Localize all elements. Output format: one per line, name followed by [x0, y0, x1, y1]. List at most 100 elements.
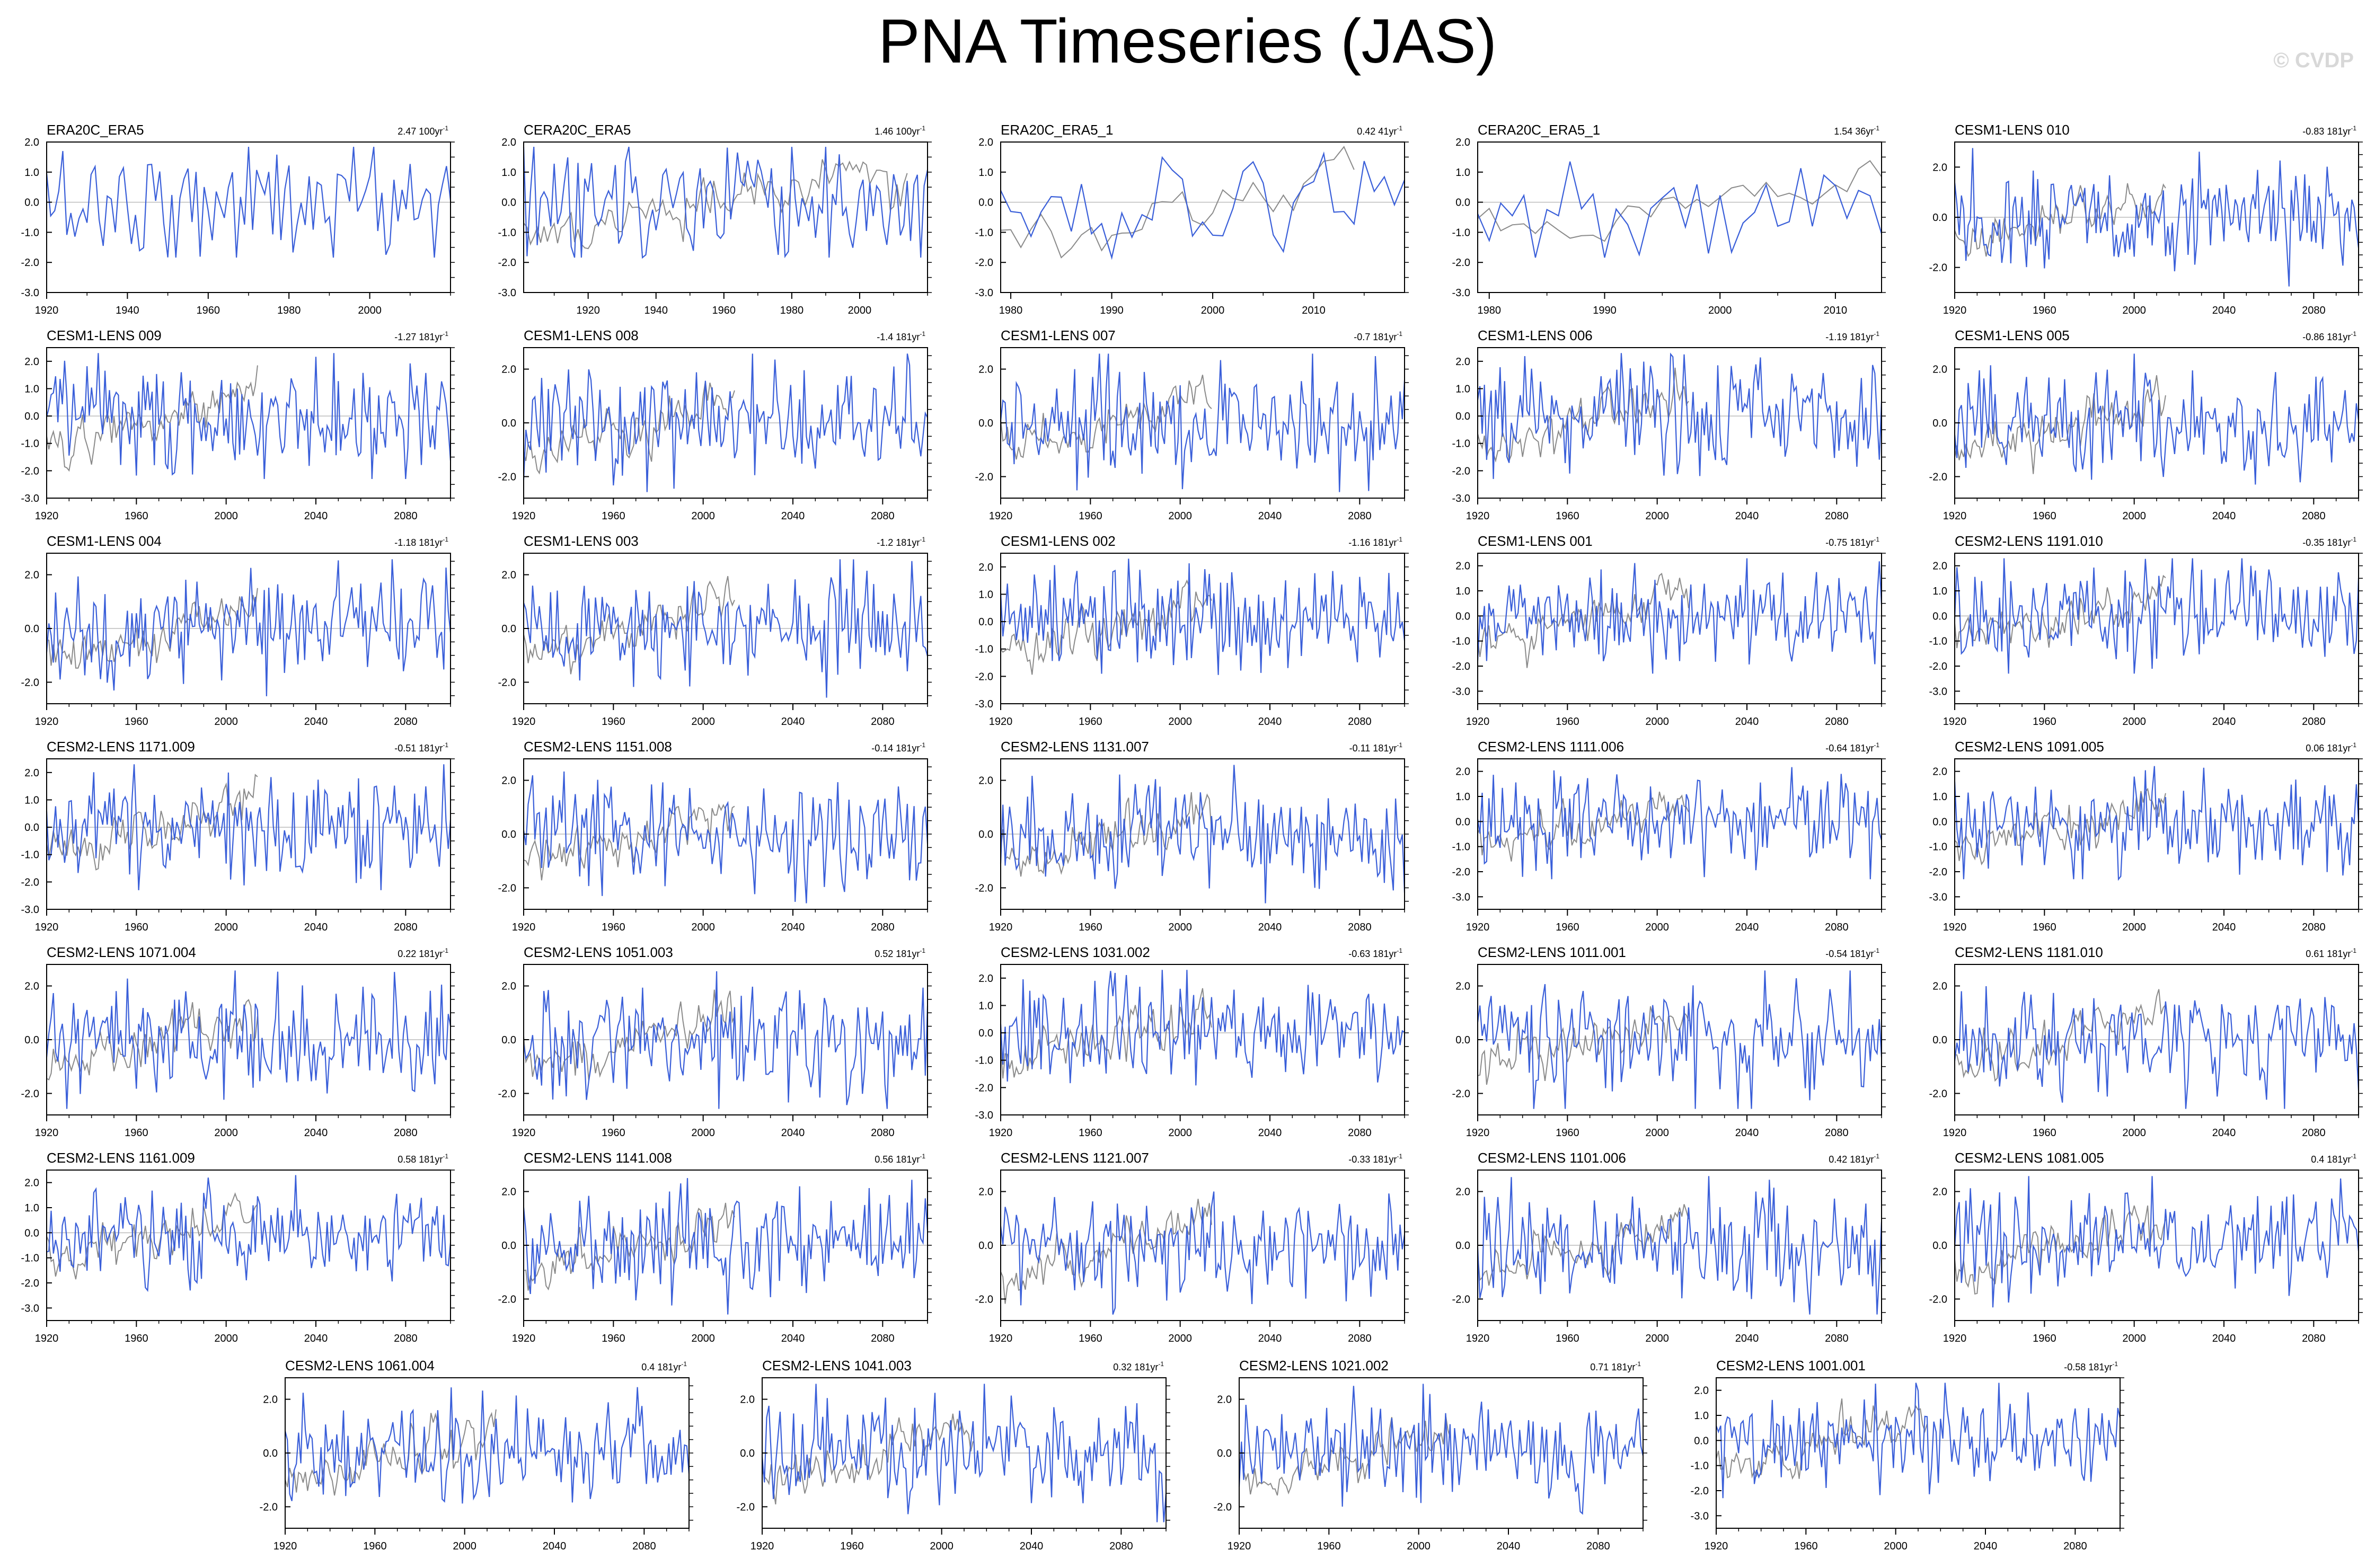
plot-frame — [1477, 553, 1882, 704]
x-tick-label: 2040 — [304, 1127, 328, 1139]
panel-cesm2-lens-1021-002: CESM2-LENS 1021.002 0.71 181yr-1 -2.0 0.0 2.… — [1214, 1358, 1647, 1552]
x-tick-label: 1990 — [1100, 305, 1124, 316]
y-tick-label: 0.0 — [1455, 1240, 1470, 1252]
y-tick-label: 1.0 — [1932, 791, 1947, 803]
series-reference — [1954, 183, 2166, 258]
x-tick-label: 1920 — [1943, 510, 1967, 522]
series-observed — [1954, 148, 2360, 287]
x-tick-label: 2040 — [2212, 922, 2236, 933]
y-tick-label: -2.0 — [1452, 1088, 1470, 1100]
y-tick-label: 2.0 — [501, 775, 516, 787]
plot-frame — [46, 347, 451, 499]
x-tick-label: 2080 — [871, 716, 895, 728]
y-tick-label: -2.0 — [1929, 1088, 1947, 1100]
y-tick-label: 2.0 — [1932, 766, 1947, 778]
y-tick-label: -3.0 — [21, 287, 39, 299]
panel-cesm2-lens-1141-008: CESM2-LENS 1141.008 0.56 181yr-1 -2.0 0.0 2.… — [498, 1150, 932, 1344]
x-tick-label: 1960 — [1079, 1127, 1102, 1139]
x-tick-label: 1960 — [602, 716, 625, 728]
x-tick-label: 2040 — [1735, 922, 1759, 933]
x-tick-label: 1960 — [602, 510, 625, 522]
panel-title: CESM2-LENS 1121.007 — [1001, 1150, 1149, 1166]
x-tick-label: 2040 — [1258, 1127, 1282, 1139]
trend-label: -1.16 181yr-1 — [1348, 536, 1402, 548]
x-tick-label: 1920 — [989, 1333, 1013, 1344]
y-tick-label: 0.0 — [1932, 1240, 1947, 1252]
y-tick-label: 0.0 — [978, 197, 993, 209]
y-tick-label: 2.0 — [740, 1394, 755, 1406]
x-tick-label: 2080 — [871, 922, 895, 933]
x-tick-label: 1920 — [1466, 716, 1490, 728]
y-tick-label: 0.0 — [978, 829, 993, 840]
trend-label: -0.64 181yr-1 — [1825, 741, 1879, 754]
panel-title: CESM2-LENS 1031.002 — [1001, 944, 1150, 960]
series-reference — [285, 1409, 497, 1496]
trend-label: -0.51 181yr-1 — [394, 741, 448, 754]
y-tick-label: 0.0 — [501, 1240, 516, 1252]
y-tick-label: 0.0 — [501, 418, 516, 429]
trend-label: -1.27 181yr-1 — [394, 330, 448, 342]
panel-cesm1-lens-004: CESM1-LENS 004 -1.18 181yr-1 -2.0 0.0 2.0 192… — [21, 533, 455, 728]
trend-label: -0.14 181yr-1 — [871, 741, 925, 754]
x-tick-label: 2040 — [1258, 510, 1282, 522]
x-tick-label: 1920 — [273, 1540, 297, 1552]
series-reference — [523, 381, 735, 475]
trend-label: 0.32 181yr-1 — [1113, 1360, 1164, 1372]
y-tick-label: 2.0 — [1694, 1385, 1709, 1397]
x-tick-label: 1920 — [35, 716, 59, 728]
trend-label: -0.35 181yr-1 — [2302, 536, 2356, 548]
y-tick-label: 1.0 — [1455, 586, 1470, 597]
y-tick-label: 2.0 — [501, 1186, 516, 1198]
x-tick-label: 2080 — [394, 922, 418, 933]
y-tick-label: -3.0 — [1452, 493, 1470, 504]
y-tick-label: 2.0 — [1455, 356, 1470, 368]
y-tick-label: 0.0 — [978, 418, 993, 429]
y-tick-label: -1.0 — [21, 227, 39, 238]
x-tick-label: 2000 — [691, 510, 715, 522]
panel-title: CESM1-LENS 009 — [47, 327, 162, 343]
x-tick-label: 2000 — [1407, 1540, 1431, 1552]
series-observed — [523, 559, 929, 698]
y-tick-label: -2.0 — [498, 1088, 516, 1100]
x-tick-label: 2080 — [394, 1127, 418, 1139]
trend-label: 1.46 100yr-1 — [875, 125, 925, 137]
x-tick-label: 2040 — [1735, 510, 1759, 522]
x-tick-label: 1920 — [512, 510, 536, 522]
panel-title: CESM2-LENS 1091.005 — [1955, 739, 2104, 755]
x-tick-label: 2010 — [1824, 305, 1848, 316]
trend-label: 0.4 181yr-1 — [641, 1360, 687, 1372]
y-tick-label: 0.0 — [978, 1240, 993, 1252]
series-observed — [1477, 352, 1883, 479]
y-tick-label: -2.0 — [1452, 661, 1470, 672]
trend-label: -1.19 181yr-1 — [1825, 330, 1879, 342]
series-reference — [46, 365, 258, 472]
series-observed — [1954, 1176, 2360, 1308]
y-tick-label: 0.0 — [1694, 1435, 1709, 1447]
y-tick-label: 1.0 — [24, 167, 39, 179]
trend-label: 0.61 181yr-1 — [2306, 947, 2356, 959]
series-observed — [1000, 559, 1406, 675]
x-tick-label: 2000 — [2122, 922, 2146, 933]
y-tick-label: -3.0 — [975, 287, 993, 299]
y-tick-label: 2.0 — [1932, 162, 1947, 173]
x-tick-label: 2080 — [1348, 716, 1372, 728]
x-tick-label: 1960 — [1317, 1540, 1341, 1552]
trend-label: 0.06 181yr-1 — [2306, 741, 2356, 754]
trend-label: 0.71 181yr-1 — [1590, 1360, 1641, 1372]
panel-cesm1-lens-003: CESM1-LENS 003 -1.2 181yr-1 -2.0 0.0 2.0 1920… — [498, 533, 932, 728]
plot-frame — [1000, 553, 1405, 704]
y-tick-label: -1.0 — [21, 1253, 39, 1264]
y-tick-label: -2.0 — [1929, 471, 1947, 483]
panel-cesm2-lens-1191-010: CESM2-LENS 1191.010 -0.35 181yr-1 -3.0 -2.0… — [1929, 533, 2363, 728]
panel-title: CESM2-LENS 1041.003 — [762, 1358, 912, 1374]
y-tick-label: -2.0 — [975, 671, 993, 683]
x-tick-label: 2000 — [1168, 922, 1192, 933]
panel-title: CESM1-LENS 006 — [1478, 327, 1593, 343]
series-observed — [46, 146, 452, 258]
panel-title: ERA20C_ERA5 — [47, 122, 144, 138]
x-tick-label: 1960 — [125, 922, 148, 933]
trend-label: -0.33 181yr-1 — [1348, 1153, 1402, 1165]
y-tick-label: -2.0 — [498, 471, 516, 483]
y-tick-label: -1.0 — [1929, 841, 1947, 853]
